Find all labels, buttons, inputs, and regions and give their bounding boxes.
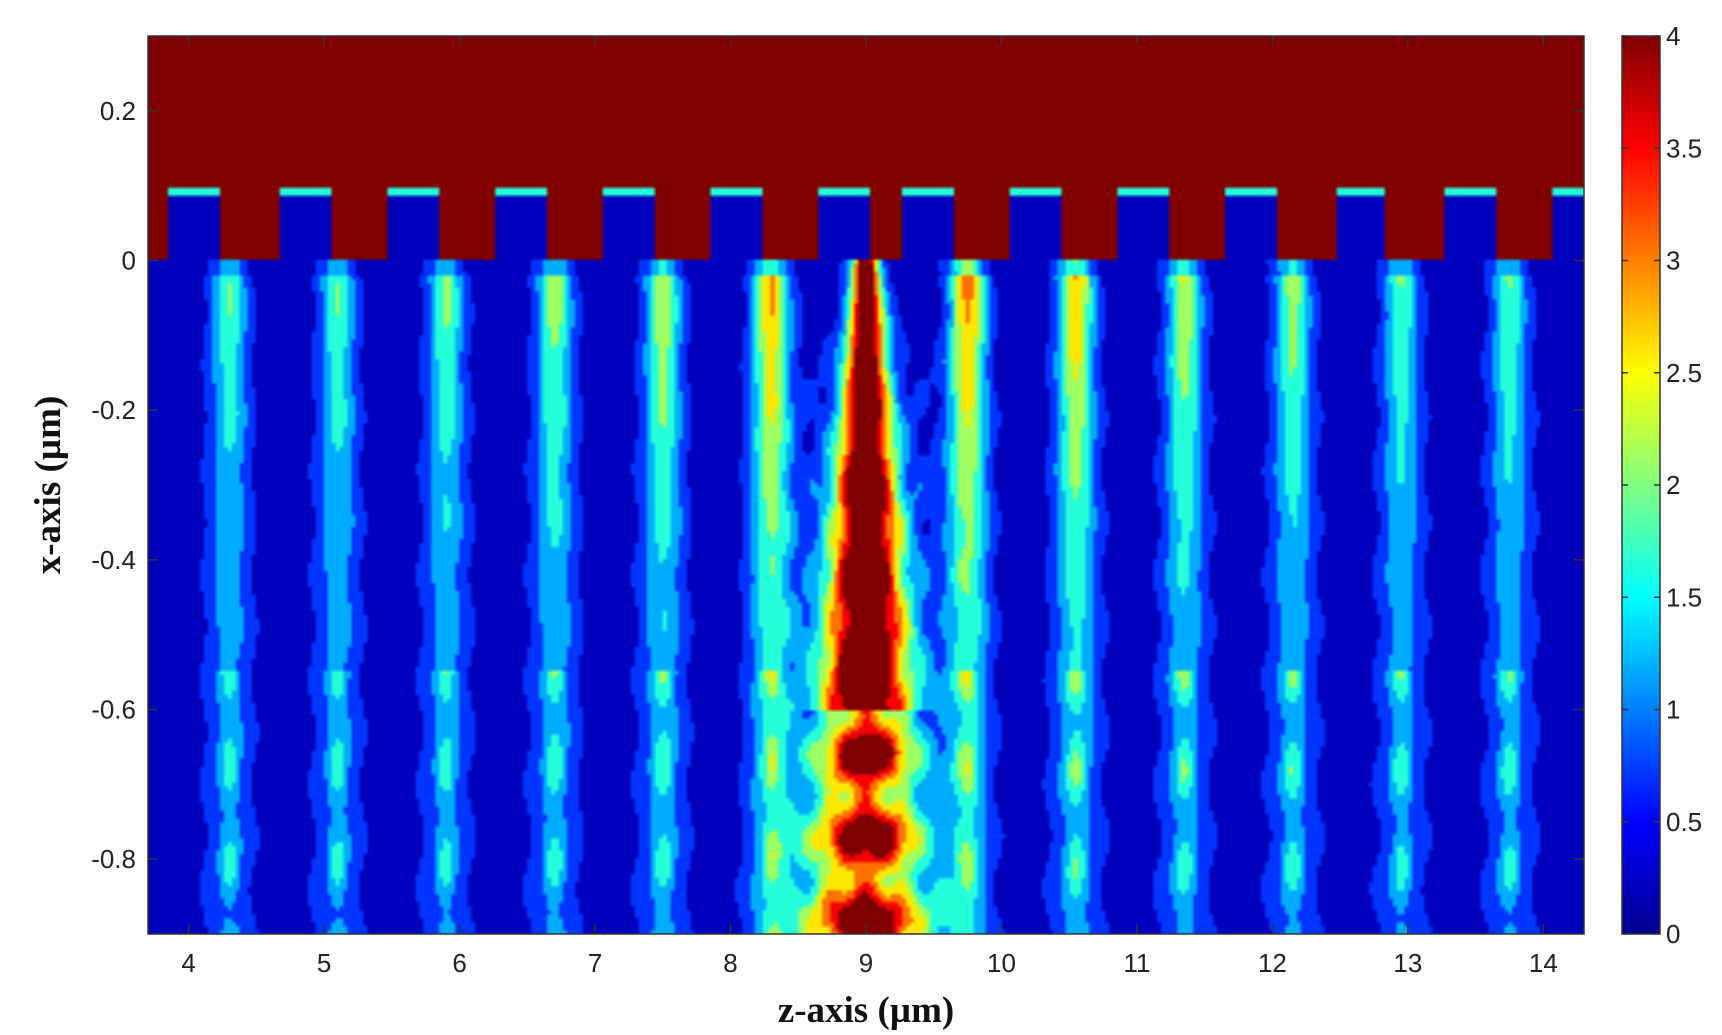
x-tick-label: 9 — [859, 948, 873, 978]
x-tick-label: 5 — [317, 948, 331, 978]
x-axis-ticks: 4 5 6 7 8 9 10 11 12 13 14 — [181, 36, 1558, 978]
y-tick-label: 0 — [122, 246, 136, 276]
colorbar-tick-label: 2.5 — [1666, 358, 1702, 388]
colorbar-tick-label: 3.5 — [1666, 133, 1702, 163]
x-tick-label: 10 — [987, 948, 1016, 978]
y-tick-label: 0.2 — [100, 96, 136, 126]
y-tick-label: -0.2 — [91, 395, 136, 425]
y-tick-label: -0.4 — [91, 545, 136, 575]
colorbar-ticks: 0 0.5 1 1.5 2 2.5 3 3.5 4 — [1622, 21, 1702, 949]
colorbar-tick-label: 2 — [1666, 470, 1680, 500]
x-tick-label: 12 — [1258, 948, 1287, 978]
x-tick-label: 13 — [1393, 948, 1422, 978]
x-tick-label: 11 — [1123, 948, 1150, 978]
x-tick-label: 4 — [181, 948, 195, 978]
colorbar-tick-label: 3 — [1666, 246, 1680, 276]
colorbar-tick-label: 4 — [1666, 21, 1680, 51]
plot-area — [147, 35, 1585, 935]
colorbar: 0 0.5 1 1.5 2 2.5 3 3.5 4 — [1621, 21, 1702, 949]
x-tick-label: 6 — [452, 948, 466, 978]
y-tick-label: -0.6 — [91, 695, 136, 725]
colorbar-gradient — [1621, 35, 1661, 935]
x-tick-label: 7 — [588, 948, 602, 978]
y-axis-ticks: 0.2 0 -0.2 -0.4 -0.6 -0.8 — [91, 96, 1584, 874]
x-tick-label: 14 — [1529, 948, 1558, 978]
colorbar-tick-label: 1 — [1666, 695, 1680, 725]
colorbar-tick-label: 0 — [1666, 919, 1680, 949]
heatmap-field — [148, 36, 1584, 934]
colorbar-tick-label: 1.5 — [1666, 582, 1702, 612]
y-axis-label: x-axis (µm) — [28, 396, 69, 575]
y-tick-label: -0.8 — [91, 844, 136, 874]
x-axis-label: z-axis (µm) — [778, 990, 954, 1031]
colorbar-tick-label: 0.5 — [1666, 807, 1702, 837]
x-tick-label: 8 — [723, 948, 737, 978]
